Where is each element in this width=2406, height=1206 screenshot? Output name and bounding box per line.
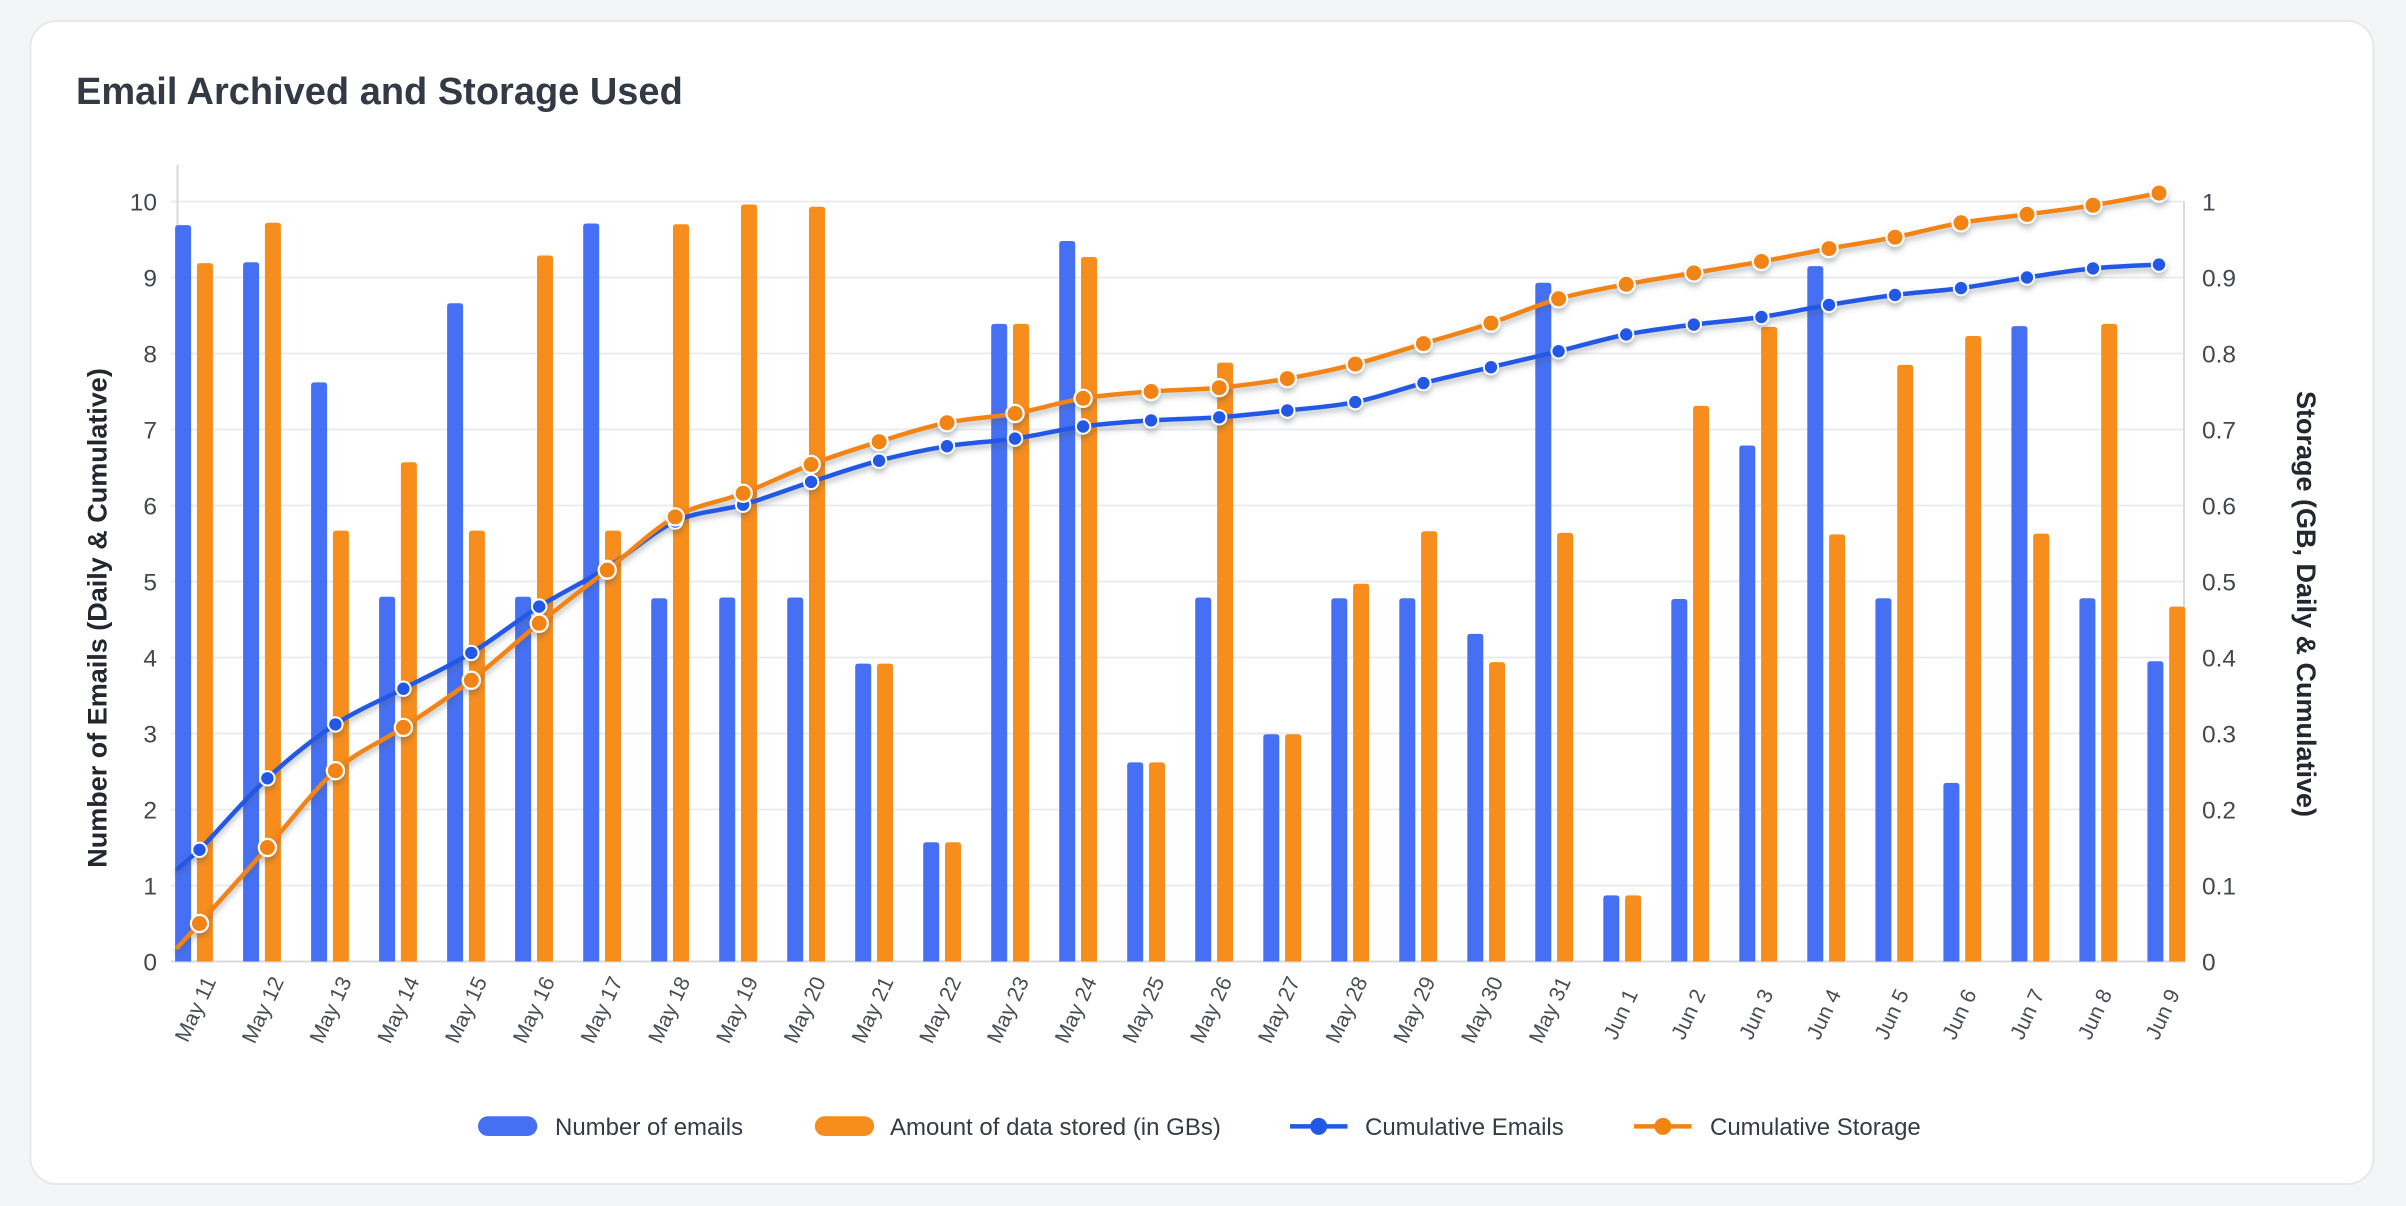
svg-text:Storage (GB, Daily & Cumulativ: Storage (GB, Daily & Cumulative) xyxy=(2291,391,2321,817)
svg-text:7: 7 xyxy=(143,418,157,445)
svg-text:Cumulative Emails: Cumulative Emails xyxy=(1365,1114,1564,1141)
svg-text:0.9: 0.9 xyxy=(2202,266,2236,293)
svg-text:Amount of data stored (in GBs): Amount of data stored (in GBs) xyxy=(890,1114,1221,1141)
svg-text:1: 1 xyxy=(2202,190,2216,217)
svg-text:0.7: 0.7 xyxy=(2202,418,2236,445)
svg-text:8: 8 xyxy=(143,342,157,369)
svg-text:0.5: 0.5 xyxy=(2202,570,2236,597)
svg-text:Number of Emails (Daily & Cumu: Number of Emails (Daily & Cumulative) xyxy=(83,368,113,868)
svg-text:9: 9 xyxy=(143,266,157,293)
svg-text:1: 1 xyxy=(143,874,157,901)
svg-text:2: 2 xyxy=(143,798,157,825)
svg-text:0.6: 0.6 xyxy=(2202,494,2236,521)
svg-text:5: 5 xyxy=(143,570,157,597)
svg-text:0.1: 0.1 xyxy=(2202,874,2236,901)
svg-text:Cumulative Storage: Cumulative Storage xyxy=(1710,1114,1921,1141)
svg-text:Number of emails: Number of emails xyxy=(555,1114,743,1141)
svg-text:Email Archived and Storage Use: Email Archived and Storage Used xyxy=(76,71,683,113)
svg-text:0.4: 0.4 xyxy=(2202,646,2236,673)
svg-text:0: 0 xyxy=(143,950,157,977)
svg-text:10: 10 xyxy=(130,190,157,217)
svg-text:0.8: 0.8 xyxy=(2202,342,2236,369)
svg-text:4: 4 xyxy=(143,646,157,673)
svg-text:0.2: 0.2 xyxy=(2202,798,2236,825)
svg-text:6: 6 xyxy=(143,494,157,521)
svg-text:0.3: 0.3 xyxy=(2202,722,2236,749)
svg-text:3: 3 xyxy=(143,722,157,749)
svg-text:0: 0 xyxy=(2202,950,2216,977)
